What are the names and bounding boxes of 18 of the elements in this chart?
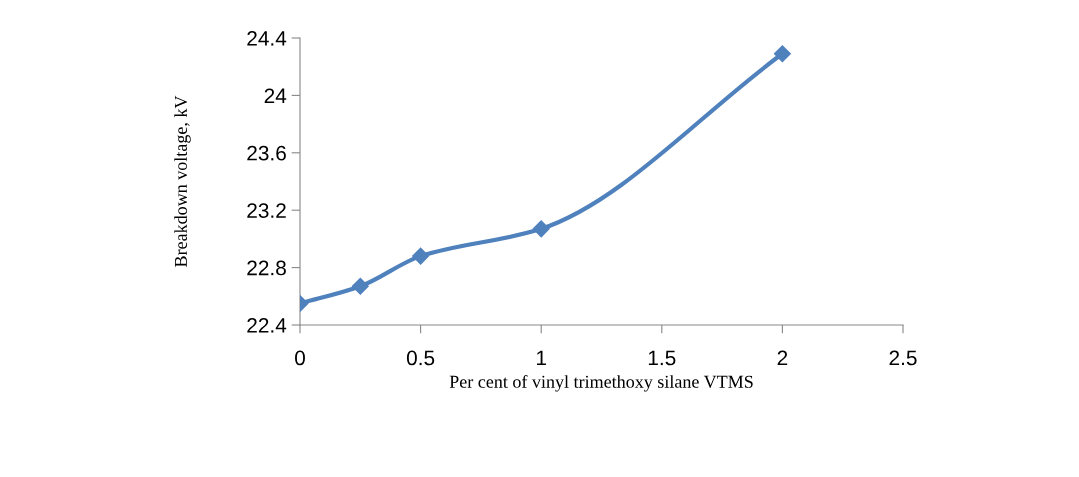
x-tick-label: 0.5 — [406, 350, 435, 366]
y-tick-label: 23.6 — [247, 145, 286, 161]
x-tick-label: 1.5 — [648, 350, 676, 366]
y-tick-label: 24.4 — [247, 31, 287, 46]
y-tick-label: 23.2 — [247, 203, 286, 218]
point — [773, 45, 792, 63]
y-tick-label: 24 — [264, 88, 287, 103]
x-tick-label: 0 — [295, 350, 305, 366]
y-tick-label: 22.4 — [247, 318, 287, 333]
x-axis-title: Per cent of vinyl trimethoxy silane VTMS — [449, 374, 753, 392]
x-tick-label: 1 — [537, 350, 546, 366]
point — [411, 247, 430, 265]
y-axis-title: Breakdown voltage, kV — [174, 95, 191, 267]
y-tick-label: 22.8 — [247, 260, 286, 276]
point — [351, 277, 370, 296]
x-tick-label: 2 — [777, 350, 788, 366]
x-tick-label: 2.5 — [889, 350, 917, 366]
point — [532, 220, 550, 238]
